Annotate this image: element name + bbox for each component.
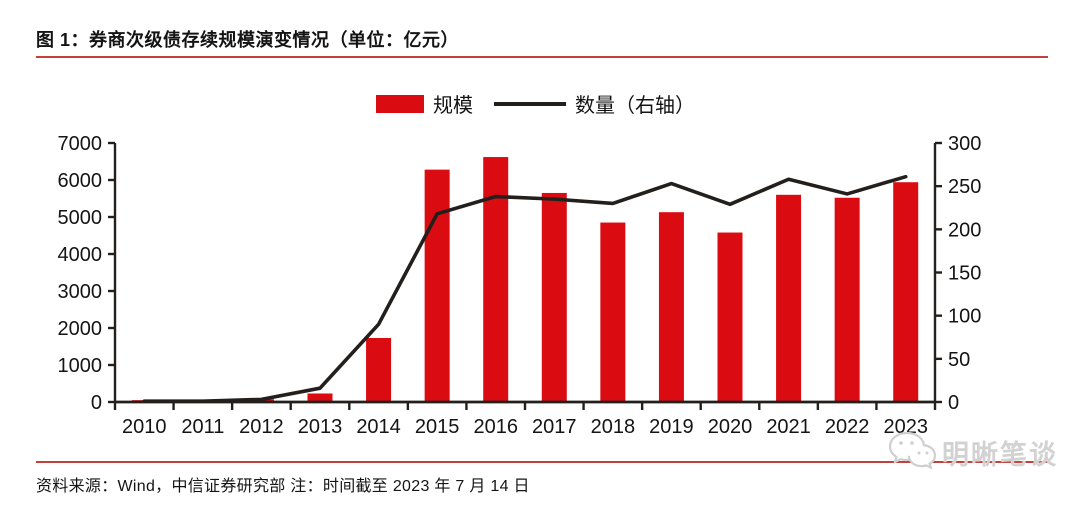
left-axis-tick-label: 2000 [58, 318, 103, 340]
legend-line-label: 数量（右轴） [575, 95, 695, 117]
right-axis-tick-label: 0 [948, 392, 959, 414]
bottom-divider-line [36, 461, 1048, 463]
x-axis-year-label: 2011 [181, 416, 224, 438]
bar-2013 [307, 393, 333, 402]
bar-2022 [834, 197, 860, 402]
left-axis-tick-label: 6000 [58, 170, 103, 192]
figure-title: 图 1：券商次级债存续规模演变情况（单位：亿元） [36, 30, 460, 50]
chart-plot-area: 0 1000 2000 3000 4000 5000 6000 7000 0 50 100 150 20… [58, 133, 982, 438]
left-axis-tick-label: 0 [91, 392, 102, 414]
left-axis-tick-label: 3000 [58, 281, 103, 303]
x-axis-year-label: 2021 [766, 416, 811, 438]
bar-2020 [717, 232, 743, 402]
x-axis-year-label: 2016 [473, 416, 518, 438]
x-axis-year-label: 2015 [415, 416, 460, 438]
bar-2017 [541, 192, 567, 402]
left-axis-tick-label: 4000 [58, 244, 103, 266]
count-line-series [142, 174, 908, 403]
right-axis-tick-label: 250 [948, 176, 981, 198]
left-axis-tick-label: 7000 [58, 133, 103, 155]
right-axis-tick-label: 300 [948, 133, 981, 155]
right-axis-tick-label: 100 [948, 306, 981, 328]
right-axis-tick-label: 50 [948, 349, 970, 371]
x-axis-year-label: 2020 [708, 416, 753, 438]
x-axis-year-label: 2013 [298, 416, 343, 438]
bar-2023 [893, 182, 919, 402]
right-axis-tick-label: 200 [948, 219, 981, 241]
legend-bar-label: 规模 [433, 95, 473, 117]
left-axis-tick-label: 5000 [58, 207, 103, 229]
source-note: 资料来源：Wind，中信证券研究部 注：时间截至 2023 年 7 月 14 日 [36, 478, 530, 495]
legend-line-swatch [494, 101, 566, 106]
chart-legend: 规模 数量（右轴） [376, 89, 695, 118]
x-axis-year-label: 2010 [122, 416, 167, 438]
x-axis-year-label: 2012 [239, 416, 284, 438]
right-axis-tick-label: 150 [948, 263, 981, 285]
x-axis-year-label: 2022 [825, 416, 870, 438]
bar-2015 [424, 169, 450, 402]
bar-2021 [776, 194, 802, 402]
top-divider-line [36, 56, 1048, 58]
x-axis-year-label: 2023 [883, 416, 928, 438]
bar-2016 [483, 157, 509, 402]
bar-2018 [600, 222, 626, 402]
x-axis-year-label: 2014 [356, 416, 401, 438]
x-axis-year-label: 2017 [532, 416, 577, 438]
left-axis-tick-label: 1000 [58, 355, 103, 377]
bar-2019 [658, 212, 684, 402]
bar-2014 [366, 337, 392, 402]
x-axis-year-label: 2019 [649, 416, 694, 438]
legend-bar-swatch [376, 94, 424, 113]
x-axis-year-label: 2018 [591, 416, 636, 438]
